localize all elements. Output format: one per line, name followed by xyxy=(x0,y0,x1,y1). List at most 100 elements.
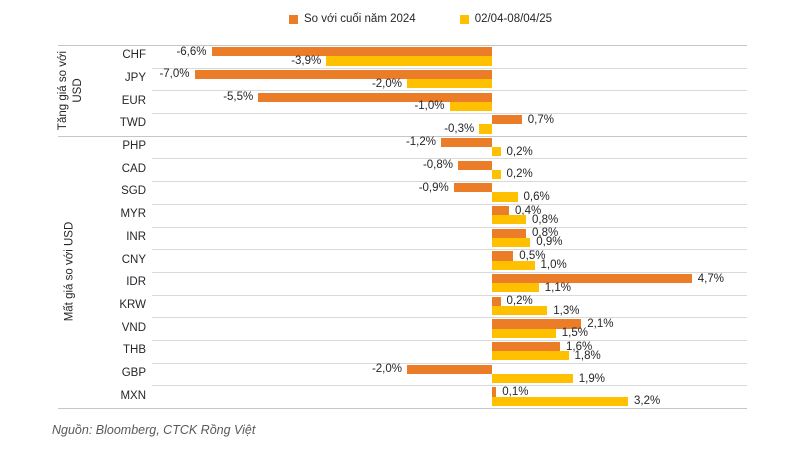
bar-s2-eur xyxy=(449,101,492,111)
legend-item-series2: 02/04-08/04/25 xyxy=(459,13,553,25)
row-gridline xyxy=(152,203,747,205)
row-gridline xyxy=(152,385,747,387)
bar-s1-cny xyxy=(492,251,514,261)
row-gridline xyxy=(152,158,747,160)
tick-label-thb: THB xyxy=(123,344,146,357)
bar-value-label: 4,7% xyxy=(697,272,724,285)
bar-s2-gbp xyxy=(492,373,573,384)
bar-value-label: 1,0% xyxy=(540,259,567,272)
tick-label-jpy: JPY xyxy=(124,72,146,85)
bar-value-label: -7,0% xyxy=(159,68,190,81)
bar-s2-myr xyxy=(492,215,526,225)
group-label-0: Tăng giá so với USD xyxy=(46,45,95,136)
bar-value-label: 0,2% xyxy=(506,145,533,158)
axis-boundary-line xyxy=(58,408,747,409)
row-gridline xyxy=(152,294,747,296)
row-gridline xyxy=(152,90,747,92)
bar-value-label: -2,0% xyxy=(371,77,402,90)
bar-value-label: 1,5% xyxy=(561,327,588,340)
bar-s1-mxn xyxy=(492,387,497,397)
bar-s2-php xyxy=(492,147,501,157)
legend-label-series2: 02/04-08/04/25 xyxy=(474,13,553,25)
bar-value-label: -0,9% xyxy=(418,181,449,194)
bar-s2-vnd xyxy=(492,328,556,338)
legend-swatch-orange-icon xyxy=(288,14,298,24)
bar-s2-twd xyxy=(479,124,492,134)
bar-value-label: -2,0% xyxy=(371,363,402,376)
bar-value-label: 0,8% xyxy=(532,227,559,240)
bar-s2-idr xyxy=(492,283,539,293)
row-gridline xyxy=(152,339,747,341)
bar-s2-cad xyxy=(492,169,501,179)
tick-label-inr: INR xyxy=(126,230,146,243)
row-gridline xyxy=(152,181,747,183)
group-label-text: Mất giá so với USD xyxy=(64,222,77,322)
bar-value-label: 1,8% xyxy=(574,349,601,362)
bar-value-label: -0,3% xyxy=(444,123,475,135)
bar-s1-chf xyxy=(211,47,492,57)
tick-label-sgd: SGD xyxy=(121,185,146,198)
tick-label-idr: IDR xyxy=(126,276,146,289)
bar-value-label: -0,8% xyxy=(422,159,453,172)
bar-s2-inr xyxy=(492,237,531,248)
legend-label-series1: So với cuối năm 2024 xyxy=(303,13,416,25)
bar-value-label: -1,0% xyxy=(414,100,445,113)
bar-s1-twd xyxy=(492,115,522,125)
bar-s1-php xyxy=(441,137,492,148)
bar-value-label: 0,2% xyxy=(506,295,533,308)
tick-label-cny: CNY xyxy=(121,253,146,266)
bar-s2-cny xyxy=(492,260,535,270)
group-label-1: Mất giá so với USD xyxy=(46,136,95,408)
row-gridline xyxy=(152,226,747,228)
bar-value-label: -3,9% xyxy=(291,54,322,67)
bar-value-label: -5,5% xyxy=(223,91,254,104)
row-gridline xyxy=(152,271,747,273)
bar-s1-gbp xyxy=(407,364,492,374)
row-gridline xyxy=(152,249,747,251)
bar-value-label: -1,2% xyxy=(405,136,436,149)
bar-value-label: 1,3% xyxy=(553,304,580,317)
bar-value-label: 0,2% xyxy=(506,168,533,181)
bar-s1-idr xyxy=(492,274,692,284)
bar-s1-vnd xyxy=(492,319,582,329)
bar-s1-eur xyxy=(258,92,492,102)
bar-value-label: 0,9% xyxy=(536,236,563,249)
bar-s2-thb xyxy=(492,351,569,361)
bar-s1-myr xyxy=(492,205,509,216)
bar-s1-inr xyxy=(492,228,526,238)
tick-label-cad: CAD xyxy=(121,162,146,175)
bar-s1-jpy xyxy=(194,69,492,80)
tick-label-gbp: GBP xyxy=(121,366,146,379)
bar-value-label: -6,6% xyxy=(176,45,207,58)
source-note: Nguồn: Bloomberg, CTCK Rồng Việt xyxy=(52,423,256,437)
bar-s1-cad xyxy=(458,160,492,170)
tick-label-krw: KRW xyxy=(119,298,146,311)
tick-label-php: PHP xyxy=(122,140,146,153)
chart-legend: So với cuối năm 2024 02/04-08/04/25 xyxy=(0,13,797,25)
legend-item-series1: So với cuối năm 2024 xyxy=(288,13,416,25)
bar-s1-krw xyxy=(492,296,501,306)
bar-value-label: 0,8% xyxy=(532,213,559,226)
bar-s2-mxn xyxy=(492,396,628,406)
bar-value-label: 0,4% xyxy=(515,204,542,217)
bar-value-label: 0,6% xyxy=(523,191,550,204)
axis-boundary-line xyxy=(58,135,747,137)
tick-label-mxn: MXN xyxy=(120,389,146,402)
bar-value-label: 0,5% xyxy=(519,249,546,262)
bar-value-label: 3,2% xyxy=(634,395,661,408)
bar-s2-chf xyxy=(326,56,492,66)
row-gridline xyxy=(152,113,747,115)
row-gridline xyxy=(152,67,747,69)
bar-s2-jpy xyxy=(407,79,492,89)
legend-swatch-yellow-icon xyxy=(459,14,469,24)
group-label-text: Tăng giá so với USD xyxy=(57,50,84,130)
row-gridline xyxy=(152,362,747,364)
bar-value-label: 0,7% xyxy=(527,113,554,126)
tick-label-chf: CHF xyxy=(122,49,146,62)
axis-boundary-line xyxy=(58,45,747,46)
bar-value-label: 1,6% xyxy=(566,340,593,353)
row-gridline xyxy=(152,317,747,319)
bar-s1-sgd xyxy=(453,183,492,193)
